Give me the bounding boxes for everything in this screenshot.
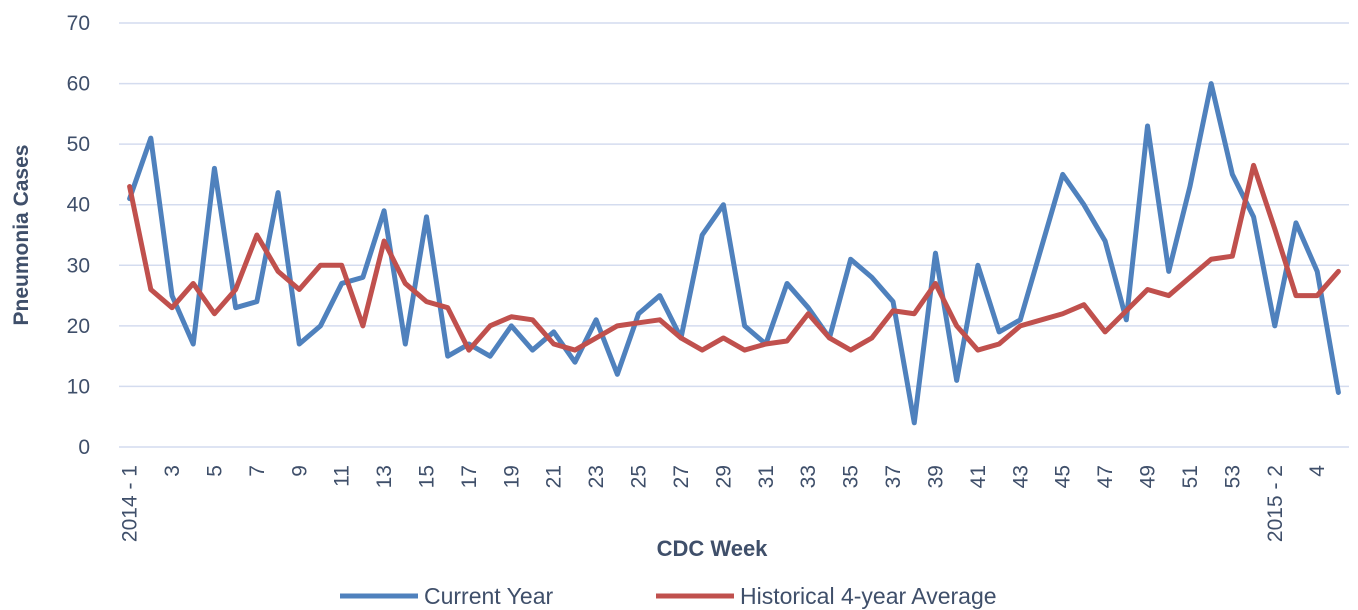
y-tick-label: 10 bbox=[67, 375, 90, 398]
x-tick-label: 3 bbox=[161, 465, 184, 477]
x-tick-label: 49 bbox=[1137, 465, 1160, 488]
x-tick-label: 2014 - 1 bbox=[119, 465, 142, 542]
y-tick-label: 0 bbox=[78, 436, 90, 459]
series-line bbox=[127, 162, 1341, 353]
y-axis-title: Pneumonia Cases bbox=[10, 145, 33, 326]
x-tick-label: 27 bbox=[670, 465, 693, 488]
x-tick-label: 47 bbox=[1094, 465, 1117, 488]
x-tick-label: 25 bbox=[628, 465, 651, 488]
x-tick-label: 39 bbox=[924, 465, 947, 488]
x-tick-label: 19 bbox=[500, 465, 523, 488]
x-tick-label: 43 bbox=[1009, 465, 1032, 488]
x-tick-label: 37 bbox=[882, 465, 905, 488]
x-tick-label: 5 bbox=[203, 465, 226, 477]
x-tick-label: 21 bbox=[543, 465, 566, 488]
x-tick-label: 29 bbox=[712, 465, 735, 488]
x-tick-label: 4 bbox=[1306, 465, 1329, 477]
y-tick-label: 30 bbox=[67, 254, 90, 277]
x-tick-label: 15 bbox=[416, 465, 439, 488]
y-tick-label: 60 bbox=[67, 73, 90, 96]
x-axis-title: CDC Week bbox=[657, 536, 769, 561]
legend-label: Historical 4-year Average bbox=[740, 583, 997, 609]
x-tick-label: 9 bbox=[288, 465, 311, 477]
legend-label: Current Year bbox=[424, 583, 553, 609]
series-line bbox=[127, 81, 1341, 426]
x-tick-label: 51 bbox=[1179, 465, 1202, 488]
x-tick-label: 7 bbox=[246, 465, 269, 477]
x-tick-label: 13 bbox=[373, 465, 396, 488]
y-tick-label: 50 bbox=[67, 133, 90, 156]
x-tick-label: 2015 - 2 bbox=[1264, 465, 1287, 542]
x-tick-label: 45 bbox=[1052, 465, 1075, 488]
x-tick-label: 41 bbox=[967, 465, 990, 488]
y-tick-label: 40 bbox=[67, 194, 90, 217]
x-tick-label: 31 bbox=[755, 465, 778, 488]
x-tick-label: 17 bbox=[458, 465, 481, 488]
x-tick-label: 35 bbox=[840, 465, 863, 488]
x-tick-label: 33 bbox=[797, 465, 820, 488]
x-tick-label: 53 bbox=[1221, 465, 1244, 488]
y-tick-label: 70 bbox=[67, 12, 90, 35]
y-tick-label: 20 bbox=[67, 315, 90, 338]
x-tick-label: 23 bbox=[585, 465, 608, 488]
x-tick-label: 11 bbox=[331, 465, 354, 487]
